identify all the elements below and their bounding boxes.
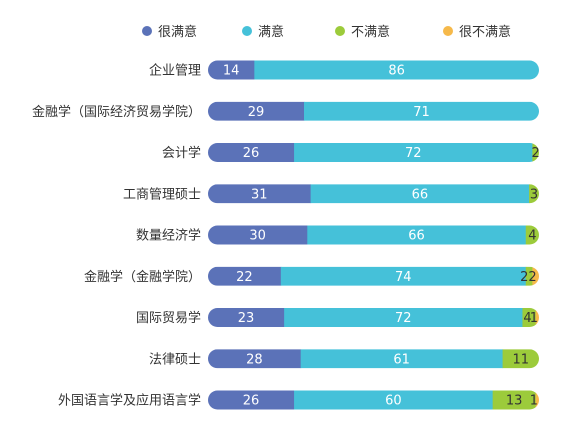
bar-row [208, 308, 539, 327]
bar-segment-series-0 [208, 225, 308, 245]
bar-value-label: 1 [530, 394, 538, 409]
bar-value-label: 14 [223, 64, 240, 79]
bar-value-label: 2 [520, 270, 528, 285]
bar-segment-series-2 [492, 390, 537, 410]
category-label: 金融学（金融学院） [84, 269, 201, 285]
bar-segment-series-0 [208, 349, 302, 369]
bar-value-label: 72 [405, 146, 422, 161]
bar-value-label: 2 [532, 146, 540, 161]
bar-row [208, 349, 539, 369]
bar-segment-series-0 [208, 308, 285, 327]
bar-segment-series-0 [208, 184, 312, 204]
category-label: 外国语言学及应用语言学 [58, 393, 201, 409]
bar-segment-series-1 [300, 349, 504, 369]
bar-value-label: 2 [528, 270, 536, 285]
bar-row [208, 143, 539, 162]
bar-value-label: 23 [238, 311, 255, 326]
bar-value-label: 13 [506, 394, 523, 409]
bar-value-label: 22 [236, 270, 253, 285]
bar-segment-series-0 [208, 60, 255, 80]
legend-marker-series-1 [242, 26, 252, 36]
bar-segment-series-0 [208, 143, 295, 162]
legend-marker-series-0 [142, 26, 152, 36]
bar-value-label: 61 [393, 352, 410, 367]
category-label: 会计学 [162, 145, 201, 161]
bar-row [208, 225, 539, 245]
category-label: 国际贸易学 [136, 310, 201, 326]
legend-label-series-2: 不满意 [351, 24, 390, 40]
bar-value-label: 4 [528, 229, 536, 244]
category-label: 工商管理硕士 [123, 187, 201, 202]
bar-segment-series-1 [294, 390, 494, 410]
bar-segment-series-2 [525, 266, 533, 286]
bar-value-label: 72 [395, 311, 412, 326]
bar-segment-series-1 [284, 308, 523, 327]
bar-segment-series-1 [303, 101, 539, 121]
legend: 很满意 满意 不满意 很不满意 [142, 24, 511, 40]
legend-label-series-3: 很不满意 [459, 24, 511, 40]
category-label: 数量经济学 [136, 228, 201, 244]
bar-segment-series-3 [535, 390, 539, 410]
bar-segment-series-2 [522, 308, 537, 327]
bar-value-label: 1 [530, 311, 538, 326]
legend-marker-series-3 [443, 26, 453, 36]
bar-value-label: 71 [413, 105, 430, 120]
bar-row [208, 101, 539, 121]
bar-row [208, 266, 539, 286]
category-label: 金融学（国际经济贸易学院） [32, 104, 201, 120]
bar-segment-series-2 [529, 184, 539, 204]
bar-segment-series-1 [310, 184, 530, 204]
bar-segment-series-3 [532, 266, 539, 286]
bar-value-label: 30 [249, 229, 266, 244]
bar-value-label: 60 [385, 394, 402, 409]
bar-value-label: 31 [251, 187, 268, 202]
bar-segment-series-0 [208, 101, 305, 121]
bar-value-label: 66 [408, 229, 425, 244]
bar-segment-series-1 [280, 266, 527, 286]
bar-segment-series-0 [208, 390, 295, 410]
bar-value-label: 4 [523, 311, 531, 326]
legend-label-series-1: 满意 [258, 24, 284, 40]
bar-row [208, 390, 539, 410]
bar-segment-series-1 [307, 225, 527, 245]
legend-label-series-0: 很满意 [158, 24, 197, 40]
bar-value-label: 74 [395, 270, 412, 285]
bar-segment-series-2 [532, 143, 539, 162]
bar-segment-series-2 [502, 349, 539, 369]
bar-value-label: 86 [388, 64, 405, 79]
bar-value-label: 28 [246, 352, 263, 367]
bar-segment-series-1 [254, 60, 539, 80]
bar-value-label: 26 [243, 146, 260, 161]
bar-value-label: 29 [248, 105, 265, 120]
category-label: 法律硕士 [149, 352, 201, 367]
category-label: 企业管理 [149, 63, 201, 79]
bar-row [208, 60, 539, 80]
bar-segment-series-2 [525, 225, 539, 245]
bar-segment-series-3 [535, 308, 539, 327]
bar-segment-series-0 [208, 266, 282, 286]
bar-segment-series-1 [294, 143, 533, 162]
bar-value-label: 11 [513, 352, 530, 367]
bar-value-label: 3 [530, 187, 538, 202]
bar-value-label: 66 [412, 187, 429, 202]
bar-row [208, 184, 539, 204]
legend-marker-series-2 [335, 26, 345, 36]
bar-value-label: 26 [243, 394, 260, 409]
